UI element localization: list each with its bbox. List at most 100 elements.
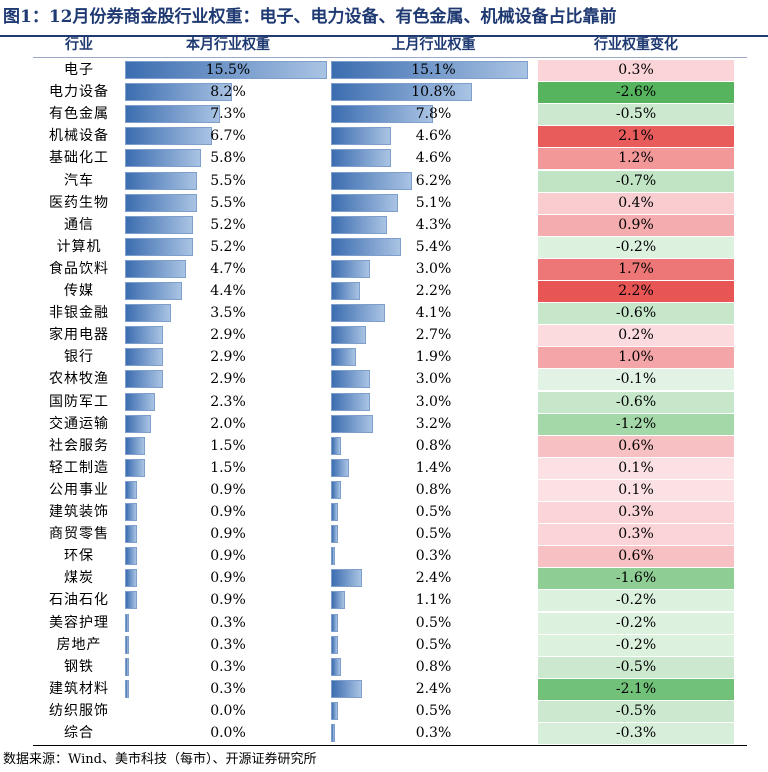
previous-weight-bar bbox=[331, 679, 363, 698]
current-weight-value: 0.3% bbox=[210, 636, 246, 653]
current-weight-value: 5.5% bbox=[210, 194, 246, 211]
industry-label: 汽车 bbox=[64, 172, 94, 189]
previous-weight-value: 2.4% bbox=[415, 680, 452, 697]
current-weight-value: 1.5% bbox=[210, 437, 246, 454]
current-weight-value: 0.0% bbox=[210, 702, 246, 719]
current-weight-bar bbox=[125, 348, 163, 367]
previous-weight-value: 0.3% bbox=[415, 548, 452, 565]
current-weight-bar bbox=[125, 193, 197, 212]
previous-weight-bar bbox=[331, 436, 342, 455]
current-weight-value: 0.9% bbox=[210, 504, 246, 520]
previous-weight-bar bbox=[331, 237, 402, 256]
current-weight-value: 2.0% bbox=[210, 415, 246, 432]
previous-weight-bar bbox=[331, 282, 360, 300]
weight-change-cell: 0.1% bbox=[538, 479, 734, 501]
current-weight-bar bbox=[125, 414, 152, 433]
current-weight-value: 0.3% bbox=[210, 614, 246, 631]
weight-change-cell: 1.7% bbox=[538, 258, 734, 280]
previous-weight-value: 0.5% bbox=[415, 526, 452, 543]
previous-weight-value: 5.4% bbox=[415, 238, 452, 255]
table-row: 建筑材料 0.3% 2.4% -2.1% bbox=[33, 678, 747, 700]
previous-weight-bar bbox=[331, 480, 342, 499]
table-row: 非银金融 3.5% 4.1% -0.6% bbox=[33, 302, 747, 325]
industry-label: 食品饮料 bbox=[49, 260, 109, 277]
weight-change-cell: -2.1% bbox=[538, 678, 734, 700]
weight-change-cell: -0.5% bbox=[538, 700, 734, 722]
weight-change-cell: -0.2% bbox=[538, 634, 734, 656]
industry-label: 通信 bbox=[64, 216, 94, 233]
table-row: 建筑装饰 0.9% 0.5% 0.3% bbox=[33, 501, 747, 523]
table-row: 钢铁 0.3% 0.8% -0.5% bbox=[33, 656, 747, 678]
industry-label: 社会服务 bbox=[49, 437, 109, 454]
table-row: 计算机 5.2% 5.4% -0.2% bbox=[33, 236, 747, 258]
current-weight-bar bbox=[125, 392, 155, 411]
previous-weight-bar bbox=[331, 127, 392, 146]
weight-change-cell: -0.7% bbox=[538, 170, 734, 192]
industry-label: 房地产 bbox=[56, 636, 102, 653]
current-weight-bar bbox=[125, 215, 193, 234]
previous-weight-value: 7.8% bbox=[415, 106, 452, 123]
industry-label: 建筑装饰 bbox=[49, 504, 109, 520]
current-weight-bar bbox=[125, 503, 137, 521]
industry-label: 非银金融 bbox=[49, 305, 109, 322]
current-weight-value: 5.8% bbox=[210, 150, 246, 167]
table-row: 有色金属 7.3% 7.8% -0.5% bbox=[33, 103, 747, 126]
previous-weight-value: 4.6% bbox=[415, 150, 452, 167]
current-weight-value: 4.7% bbox=[210, 260, 246, 277]
weight-change-cell: 2.2% bbox=[538, 281, 734, 302]
previous-weight-value: 15.1% bbox=[411, 62, 456, 78]
previous-weight-value: 2.7% bbox=[415, 327, 452, 344]
previous-weight-value: 3.0% bbox=[415, 260, 452, 277]
previous-weight-value: 2.2% bbox=[415, 283, 452, 299]
current-weight-bar bbox=[125, 436, 145, 455]
weight-change-cell: -0.2% bbox=[538, 590, 734, 612]
weight-change-cell: -0.6% bbox=[538, 303, 734, 325]
current-weight-bar bbox=[125, 569, 137, 588]
previous-weight-bar bbox=[331, 724, 335, 742]
current-weight-value: 8.2% bbox=[210, 84, 246, 101]
previous-weight-bar bbox=[331, 149, 392, 168]
previous-weight-bar bbox=[331, 414, 373, 433]
industry-label: 传媒 bbox=[64, 283, 94, 299]
table-row: 医药生物 5.5% 5.1% 0.4% bbox=[33, 192, 747, 214]
previous-weight-bar bbox=[331, 304, 385, 323]
previous-weight-value: 0.5% bbox=[415, 614, 452, 631]
previous-weight-bar bbox=[331, 105, 433, 124]
previous-weight-value: 6.2% bbox=[415, 172, 452, 189]
industry-label: 钢铁 bbox=[64, 658, 94, 675]
previous-weight-bar bbox=[331, 171, 412, 190]
industry-label: 基础化工 bbox=[49, 150, 109, 167]
previous-weight-bar bbox=[331, 613, 338, 632]
table-row: 电子 15.5% 15.1% 0.3% bbox=[33, 59, 747, 81]
previous-weight-bar bbox=[331, 61, 529, 79]
table-row: 社会服务 1.5% 0.8% 0.6% bbox=[33, 435, 747, 457]
industry-label: 农林牧渔 bbox=[49, 371, 109, 388]
table-bottom-border bbox=[33, 745, 747, 746]
industry-label: 电子 bbox=[64, 62, 94, 78]
current-weight-value: 5.5% bbox=[210, 172, 246, 189]
weight-change-cell: 0.2% bbox=[538, 325, 734, 347]
previous-weight-bar bbox=[331, 326, 367, 345]
industry-label: 综合 bbox=[64, 725, 94, 741]
industry-label: 交通运输 bbox=[49, 415, 109, 432]
column-header-current: 本月行业权重 bbox=[186, 37, 270, 53]
current-weight-bar bbox=[125, 259, 187, 278]
current-weight-value: 0.9% bbox=[210, 592, 246, 609]
weight-change-cell: -0.6% bbox=[538, 391, 734, 413]
column-header-industry: 行业 bbox=[65, 37, 93, 53]
current-weight-value: 2.9% bbox=[210, 327, 246, 344]
current-weight-value: 2.9% bbox=[210, 371, 246, 388]
current-weight-bar bbox=[125, 304, 171, 323]
weight-change-cell: 2.1% bbox=[538, 126, 734, 148]
current-weight-bar bbox=[125, 525, 137, 544]
weight-change-cell: 1.2% bbox=[538, 148, 734, 170]
previous-weight-value: 1.9% bbox=[415, 349, 452, 366]
data-source-note: 数据来源：Wind、美市科技（每市）、开源证券研究所 bbox=[3, 752, 317, 767]
previous-weight-value: 10.8% bbox=[411, 84, 456, 101]
table-row: 农林牧渔 2.9% 3.0% -0.1% bbox=[33, 368, 747, 391]
previous-weight-value: 0.5% bbox=[415, 504, 452, 520]
previous-weight-value: 3.0% bbox=[415, 371, 452, 388]
current-weight-bar bbox=[125, 61, 328, 79]
current-weight-value: 5.2% bbox=[210, 238, 246, 255]
industry-label: 国防军工 bbox=[49, 393, 109, 410]
